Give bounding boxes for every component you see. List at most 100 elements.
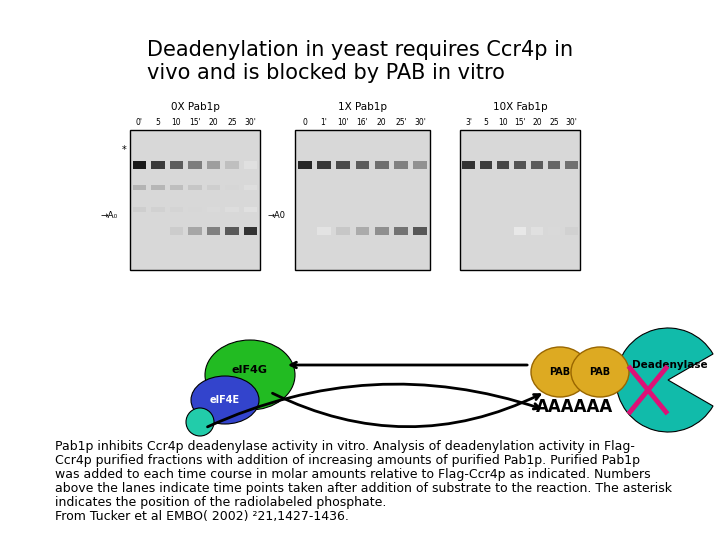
Bar <box>170 185 183 190</box>
Bar <box>336 161 350 169</box>
Bar <box>244 163 258 168</box>
Bar <box>244 227 258 235</box>
Bar <box>460 130 580 270</box>
Text: 20: 20 <box>377 118 387 127</box>
Bar <box>497 161 509 169</box>
Bar <box>413 227 427 235</box>
Text: From Tucker et al EMBO( 2002) ²21,1427-1436.: From Tucker et al EMBO( 2002) ²21,1427-1… <box>55 510 349 523</box>
Bar <box>462 161 474 169</box>
Text: 10X Fab1p: 10X Fab1p <box>492 102 547 112</box>
Text: 10: 10 <box>498 118 508 127</box>
Bar <box>480 161 492 169</box>
Text: 0X Pab1p: 0X Pab1p <box>171 102 220 112</box>
Bar <box>225 163 239 168</box>
Bar <box>225 207 239 212</box>
Bar <box>132 163 146 168</box>
Bar <box>531 227 544 235</box>
Bar <box>297 161 312 169</box>
Ellipse shape <box>205 340 295 410</box>
Text: Ccr4p purified fractions with addition of increasing amounts of purified Pab1p. : Ccr4p purified fractions with addition o… <box>55 454 640 467</box>
Bar <box>132 207 146 212</box>
Bar <box>225 185 239 190</box>
Bar <box>565 227 577 235</box>
Text: was added to each time course in molar amounts relative to Flag-Ccr4p as indicat: was added to each time course in molar a… <box>55 468 651 481</box>
Bar <box>317 227 331 235</box>
Text: PAB: PAB <box>549 367 570 377</box>
Bar <box>189 227 202 235</box>
Bar <box>170 227 183 235</box>
Text: 0: 0 <box>302 118 307 127</box>
Text: AAAAAA: AAAAAA <box>536 398 613 416</box>
Ellipse shape <box>191 376 259 424</box>
Bar <box>189 161 202 169</box>
Bar <box>151 207 165 212</box>
Bar <box>207 185 220 190</box>
Text: 25: 25 <box>228 118 237 127</box>
Bar <box>356 161 369 169</box>
Text: eIF4G: eIF4G <box>232 365 268 375</box>
Text: 25: 25 <box>549 118 559 127</box>
Bar <box>295 130 430 270</box>
Bar <box>151 185 165 190</box>
Bar <box>170 207 183 212</box>
Bar <box>394 227 408 235</box>
Text: indicates the position of the radiolabeled phosphate.: indicates the position of the radiolabel… <box>55 496 387 509</box>
Bar <box>375 161 389 169</box>
Bar <box>132 185 146 190</box>
Bar <box>189 185 202 190</box>
Text: 10': 10' <box>338 118 349 127</box>
Text: 1X Pab1p: 1X Pab1p <box>338 102 387 112</box>
Bar <box>132 161 146 169</box>
Bar <box>317 161 331 169</box>
Ellipse shape <box>531 347 589 397</box>
Text: 20: 20 <box>209 118 218 127</box>
Bar <box>531 161 544 169</box>
Text: eIF4E: eIF4E <box>210 395 240 405</box>
Ellipse shape <box>186 408 214 436</box>
Bar <box>151 163 165 168</box>
Bar <box>170 163 183 168</box>
Bar <box>336 227 350 235</box>
Text: above the lanes indicate time points taken after addition of substrate to the re: above the lanes indicate time points tak… <box>55 482 672 495</box>
Bar <box>548 227 560 235</box>
Bar <box>394 161 408 169</box>
Bar <box>356 227 369 235</box>
Bar <box>207 227 220 235</box>
Text: 0': 0' <box>136 118 143 127</box>
Bar <box>207 161 220 169</box>
Bar <box>207 207 220 212</box>
Bar <box>244 185 258 190</box>
Bar <box>225 227 239 235</box>
Bar <box>244 207 258 212</box>
Text: 30': 30' <box>415 118 426 127</box>
Text: Deadenylation in yeast requires Ccr4p in
vivo and is blocked by PAB in vitro: Deadenylation in yeast requires Ccr4p in… <box>147 40 573 83</box>
Bar <box>189 207 202 212</box>
Text: 10: 10 <box>171 118 181 127</box>
Bar <box>413 161 427 169</box>
Ellipse shape <box>571 347 629 397</box>
Text: 16': 16' <box>356 118 369 127</box>
Text: →A0: →A0 <box>267 211 285 220</box>
Text: 25': 25' <box>395 118 407 127</box>
Bar <box>207 163 220 168</box>
Text: PAB: PAB <box>590 367 611 377</box>
Bar <box>189 163 202 168</box>
Bar <box>565 161 577 169</box>
Bar <box>170 161 183 169</box>
Text: 30': 30' <box>565 118 577 127</box>
Bar <box>130 130 260 270</box>
Text: 1': 1' <box>320 118 328 127</box>
Bar <box>151 161 165 169</box>
Text: 15': 15' <box>189 118 201 127</box>
Bar <box>548 161 560 169</box>
Bar <box>375 227 389 235</box>
Text: 5: 5 <box>156 118 161 127</box>
Text: 3': 3' <box>465 118 472 127</box>
Bar <box>244 161 258 169</box>
Text: *: * <box>121 145 126 155</box>
Bar <box>225 161 239 169</box>
Wedge shape <box>616 328 713 432</box>
Text: 5: 5 <box>483 118 488 127</box>
Bar <box>514 161 526 169</box>
Text: Deadenylase: Deadenylase <box>632 360 708 370</box>
